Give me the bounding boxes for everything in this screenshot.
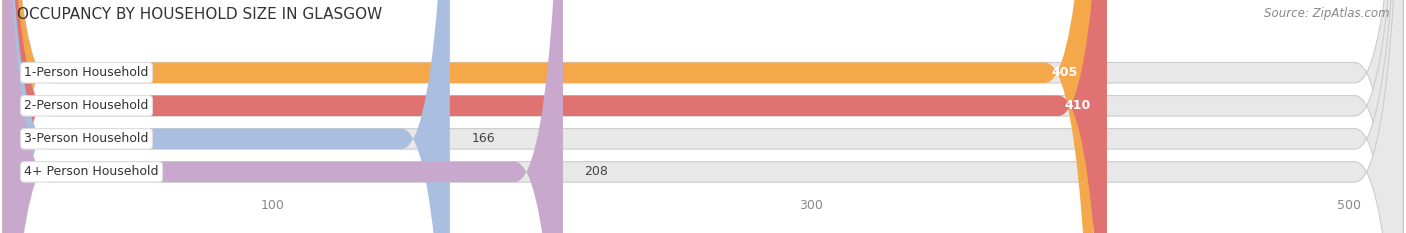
Text: OCCUPANCY BY HOUSEHOLD SIZE IN GLASGOW: OCCUPANCY BY HOUSEHOLD SIZE IN GLASGOW [17, 7, 382, 22]
FancyBboxPatch shape [3, 0, 1107, 233]
FancyBboxPatch shape [3, 0, 1094, 233]
Text: 405: 405 [1052, 66, 1077, 79]
FancyBboxPatch shape [3, 0, 1403, 233]
FancyBboxPatch shape [3, 0, 1403, 233]
FancyBboxPatch shape [3, 0, 562, 233]
FancyBboxPatch shape [3, 0, 1403, 233]
Text: 208: 208 [585, 165, 609, 178]
FancyBboxPatch shape [3, 0, 1403, 233]
Text: Source: ZipAtlas.com: Source: ZipAtlas.com [1264, 7, 1389, 20]
Text: 410: 410 [1064, 99, 1091, 112]
Text: 4+ Person Household: 4+ Person Household [24, 165, 159, 178]
Text: 3-Person Household: 3-Person Household [24, 132, 149, 145]
Text: 1-Person Household: 1-Person Household [24, 66, 149, 79]
FancyBboxPatch shape [3, 0, 450, 233]
Text: 2-Person Household: 2-Person Household [24, 99, 149, 112]
Text: 166: 166 [471, 132, 495, 145]
